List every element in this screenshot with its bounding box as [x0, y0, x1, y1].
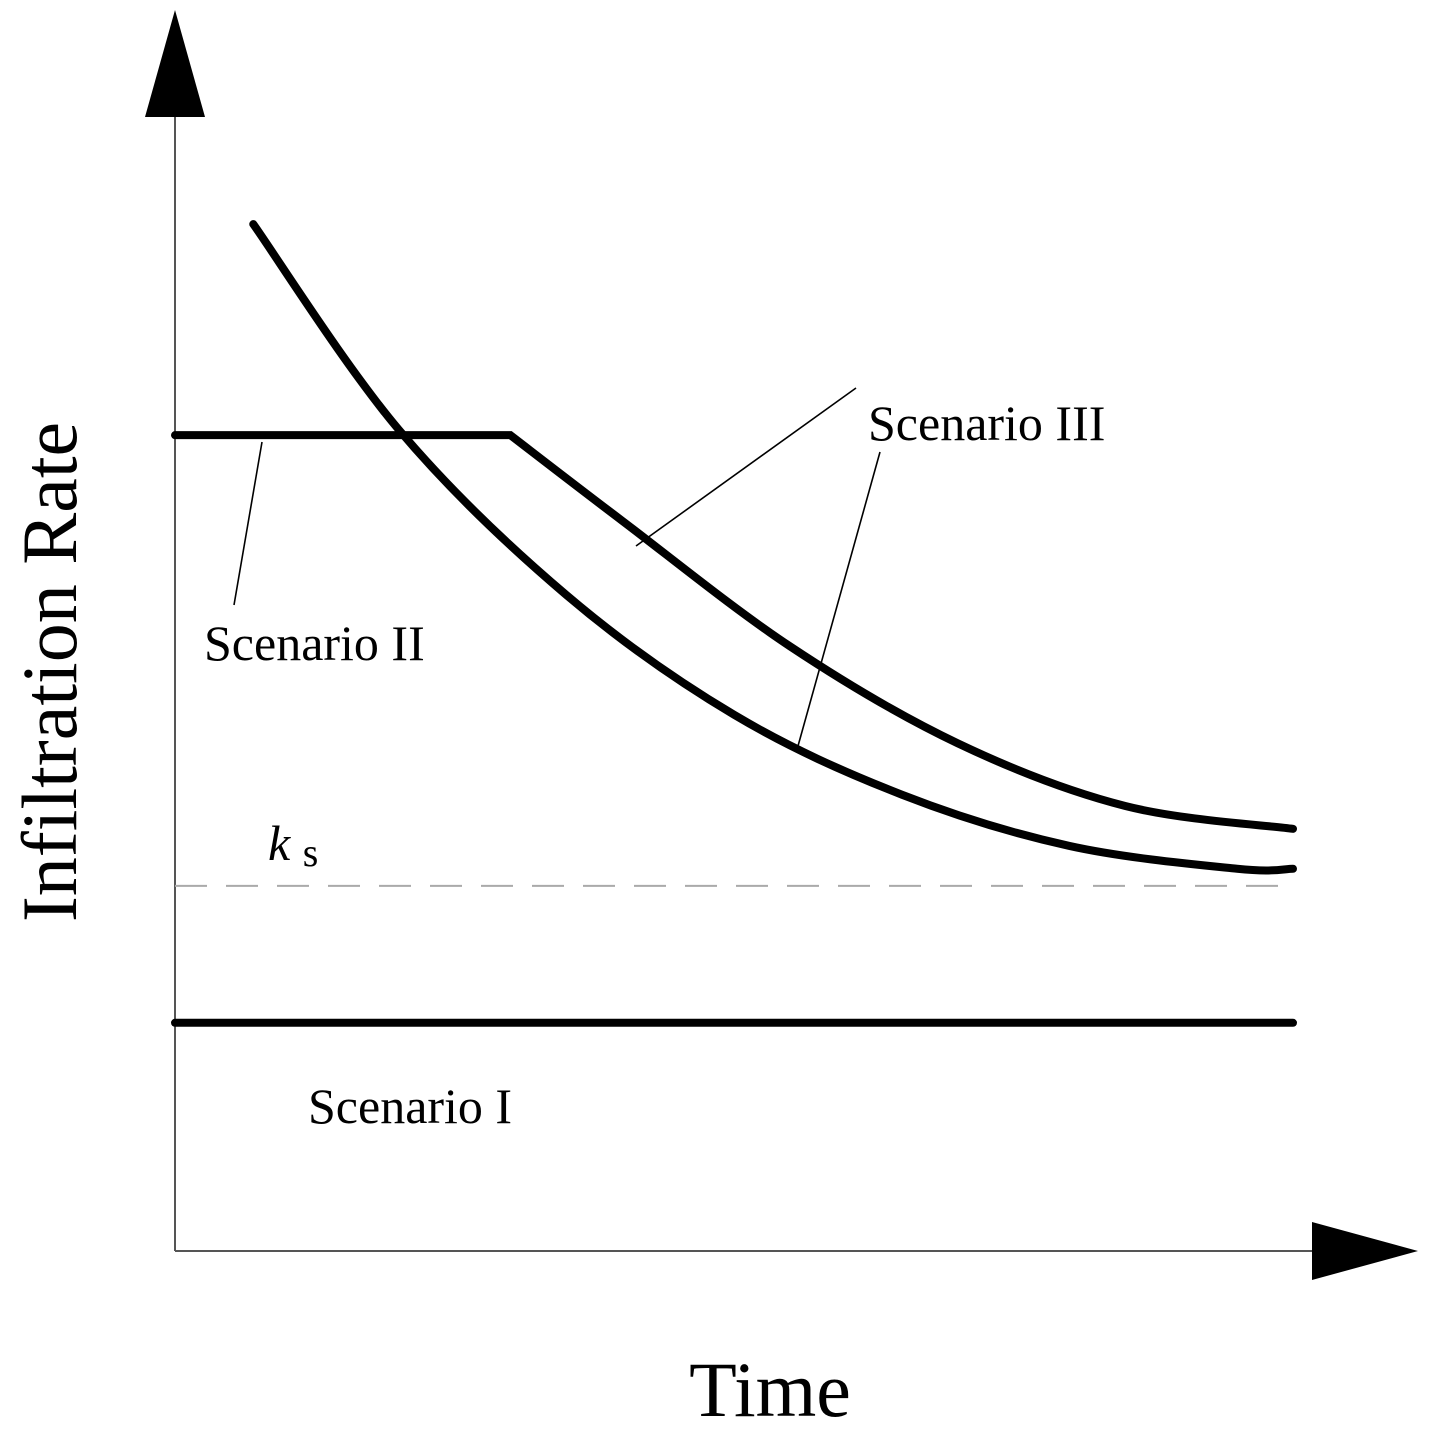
scenario-iii-leader-upper [635, 387, 857, 547]
ks-label-main: k [268, 815, 291, 871]
scenario-iii-leader-lower [797, 451, 881, 747]
series-layer [171, 220, 1297, 1027]
axes [145, 10, 1418, 1280]
x-axis-arrowhead [1312, 1222, 1418, 1280]
x-axis-title: Time [689, 1346, 851, 1433]
ks-label: k s [268, 815, 318, 875]
scenario-ii-leader [233, 441, 263, 606]
scenario-ii-curve [171, 431, 1297, 833]
scenario-i-label: Scenario I [308, 1078, 512, 1134]
scenario-ii-label: Scenario II [204, 615, 425, 671]
y-axis-title: Infiltration Rate [6, 422, 93, 922]
y-axis-arrowhead [145, 10, 205, 117]
leader-lines [233, 387, 881, 747]
ks-label-subscript: s [303, 830, 319, 875]
scenario-iii-curve [249, 220, 1297, 875]
scenario-iii-label: Scenario III [868, 395, 1105, 451]
